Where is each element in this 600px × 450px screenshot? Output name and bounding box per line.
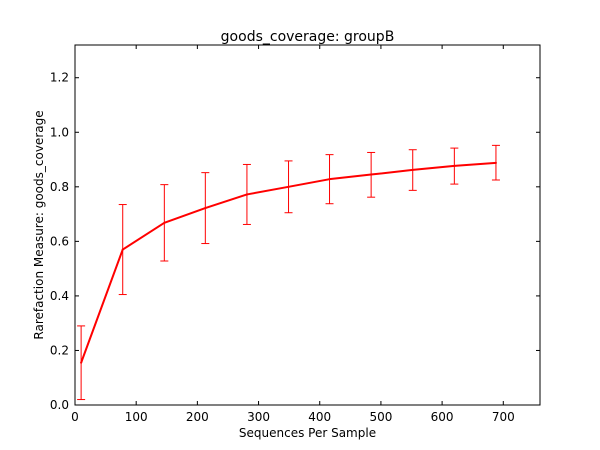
x-tick-label: 400	[308, 410, 331, 424]
plot-frame	[74, 44, 541, 406]
data-point	[328, 178, 331, 181]
data-point	[163, 221, 166, 224]
data-point	[494, 161, 497, 164]
y-tick-label: 1.2	[50, 71, 69, 85]
y-axis-label: Rarefaction Measure: goods_coverage	[32, 110, 46, 339]
x-tick-label: 100	[125, 410, 148, 424]
y-tick-label: 0.2	[50, 343, 69, 357]
data-point	[80, 361, 83, 364]
x-tick-label: 700	[492, 410, 515, 424]
x-axis-label: Sequences Per Sample	[239, 426, 376, 440]
y-tick-label: 0.8	[50, 180, 69, 194]
data-point	[370, 173, 373, 176]
y-tick-label: 1.0	[50, 125, 69, 139]
y-tick-label: 0.6	[50, 234, 69, 248]
data-point	[121, 248, 124, 251]
axis-ticks: 0 100 200 300 400 500 600 700 0.0 0.2 0.4 0.6 0.8 1.0…	[50, 45, 540, 424]
y-tick-label: 0.0	[50, 398, 69, 412]
x-tick-label: 600	[431, 410, 454, 424]
plot-area	[77, 144, 500, 401]
data-point	[245, 193, 248, 196]
data-point	[453, 164, 456, 167]
data-point	[204, 207, 207, 210]
data-point	[411, 168, 414, 171]
x-tick-label: 200	[186, 410, 209, 424]
data-point	[287, 185, 290, 188]
x-tick-label: 300	[247, 410, 270, 424]
y-tick-label: 0.4	[50, 289, 69, 303]
x-tick-label: 500	[369, 410, 392, 424]
x-tick-label: 0	[71, 410, 79, 424]
chart-title: goods_coverage: groupB	[221, 29, 395, 45]
